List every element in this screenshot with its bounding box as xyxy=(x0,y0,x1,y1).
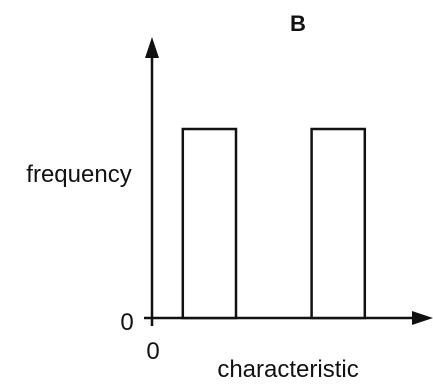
y-axis-arrowhead xyxy=(145,37,159,58)
x-axis-arrowhead xyxy=(412,311,433,325)
x-origin-label: 0 xyxy=(146,338,159,365)
panel-label: B xyxy=(290,11,306,36)
histogram-bar-2 xyxy=(310,127,367,320)
x-axis-label: characteristic xyxy=(217,356,358,383)
y-axis-label: frequency xyxy=(26,161,131,188)
y-origin-label: 0 xyxy=(120,309,133,336)
histogram-bar-1 xyxy=(181,127,238,320)
bars-group xyxy=(181,127,367,320)
